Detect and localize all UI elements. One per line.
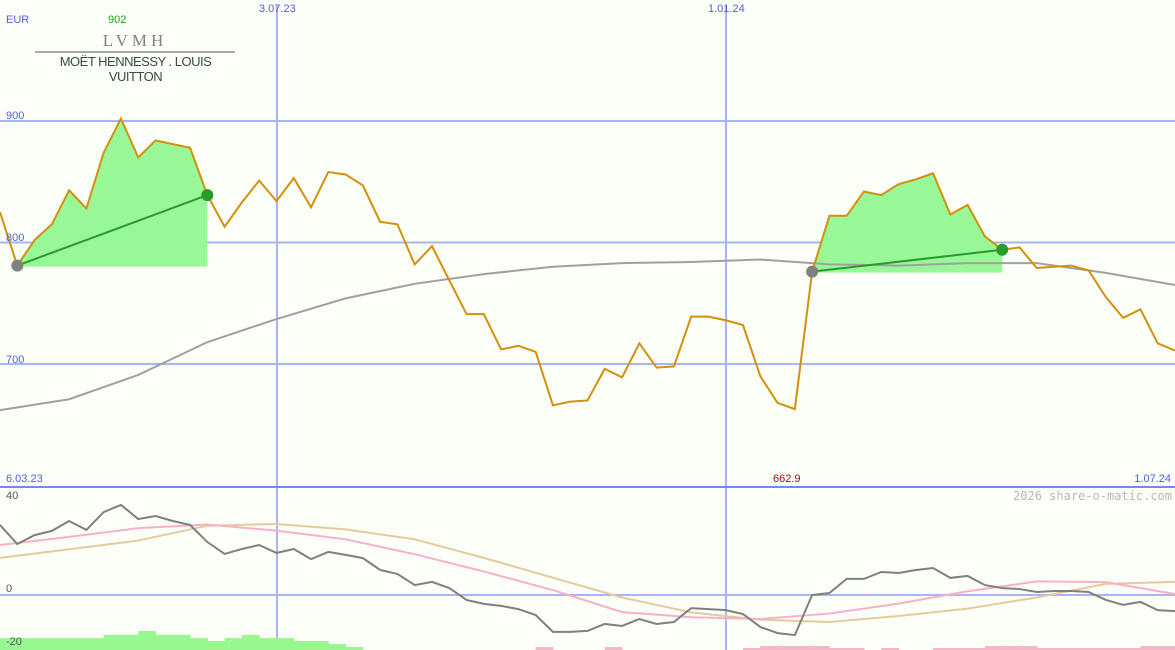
histogram-bar (743, 648, 761, 650)
histogram-bar (984, 646, 1003, 650)
histogram-bar (1123, 648, 1141, 650)
currency-label: EUR (6, 14, 30, 26)
histogram-bar (172, 634, 191, 650)
histogram-bar (69, 638, 87, 650)
indicator-tick-label: 40 (6, 490, 19, 502)
min-label: 662.9 (773, 473, 801, 485)
trend-line (812, 248, 1003, 273)
histogram-bar (933, 648, 951, 650)
histogram-bar (1140, 646, 1159, 650)
histogram-bar (1054, 648, 1072, 650)
histogram-bar (120, 634, 139, 650)
trend-start-dot (11, 259, 24, 272)
highlight-area (812, 173, 1003, 273)
signal-tan-line (0, 522, 1175, 623)
y-tick-label: 700 (6, 354, 25, 366)
histogram-bar (1105, 648, 1124, 650)
histogram-bar (1071, 648, 1090, 650)
histogram-bar (777, 646, 796, 650)
histogram-bar (1157, 646, 1175, 650)
trend-end-dot (996, 243, 1009, 256)
histogram-bar (311, 641, 329, 650)
histogram-bar (328, 644, 347, 650)
trend-start-dot (806, 265, 819, 278)
histogram-bar (17, 638, 36, 650)
histogram-bar (190, 638, 208, 650)
histogram-bar (0, 638, 18, 650)
histogram-bar (1088, 648, 1107, 650)
price-line (0, 116, 1175, 411)
histogram-bar (535, 647, 554, 650)
histogram-bar (241, 634, 260, 650)
histogram-bar (829, 648, 848, 650)
signal-pink-line (0, 523, 1175, 621)
histogram-bar (794, 646, 813, 650)
histogram-bar (881, 648, 900, 650)
x-tick-label: 6.03.23 (6, 473, 43, 485)
logo-divider (35, 51, 235, 53)
histogram-bar (950, 648, 969, 650)
histogram-bar (86, 638, 105, 650)
y-tick-label: 800 (6, 232, 25, 244)
histogram-bar (138, 630, 157, 650)
histogram-bar (345, 647, 364, 650)
histogram-bar (1002, 646, 1020, 650)
histogram-bar (276, 638, 295, 650)
x-tick-label: 1.07.24 (1134, 473, 1171, 485)
histogram-bar (846, 648, 865, 650)
y-tick-label: 900 (6, 110, 25, 122)
indicator-tick-label: -20 (6, 636, 22, 648)
histogram-bar (967, 648, 986, 650)
indicator-tick-label: 0 (6, 583, 13, 595)
histogram-bar (812, 646, 830, 650)
max-label: 902 (108, 14, 127, 26)
moving-average-line (0, 258, 1175, 412)
histogram-bar (224, 638, 243, 650)
histogram-bar (604, 647, 623, 650)
trend-line (16, 194, 208, 267)
logo-subtitle: MOËT HENNESSY . LOUIS VUITTON (59, 54, 212, 84)
x-tick-label: 3.07.23 (259, 3, 296, 15)
watermark: 2026 share-o-matic.com (1013, 489, 1172, 503)
indicator-line (0, 503, 1175, 637)
logo-lvmh: LVMH (102, 31, 168, 50)
x-tick-label: 1.01.24 (708, 3, 745, 15)
histogram-bar (1036, 648, 1055, 650)
histogram-bar (155, 634, 174, 650)
trend-end-dot (201, 189, 214, 202)
histogram-bar (760, 646, 779, 650)
histogram-bar (259, 638, 277, 650)
histogram-bar (103, 634, 122, 650)
histogram-bar (207, 641, 226, 650)
histogram-bar (293, 641, 312, 650)
histogram-bar (34, 638, 53, 650)
highlight-area (17, 118, 208, 267)
histogram-bar (1019, 646, 1038, 650)
histogram-bar (51, 638, 70, 650)
